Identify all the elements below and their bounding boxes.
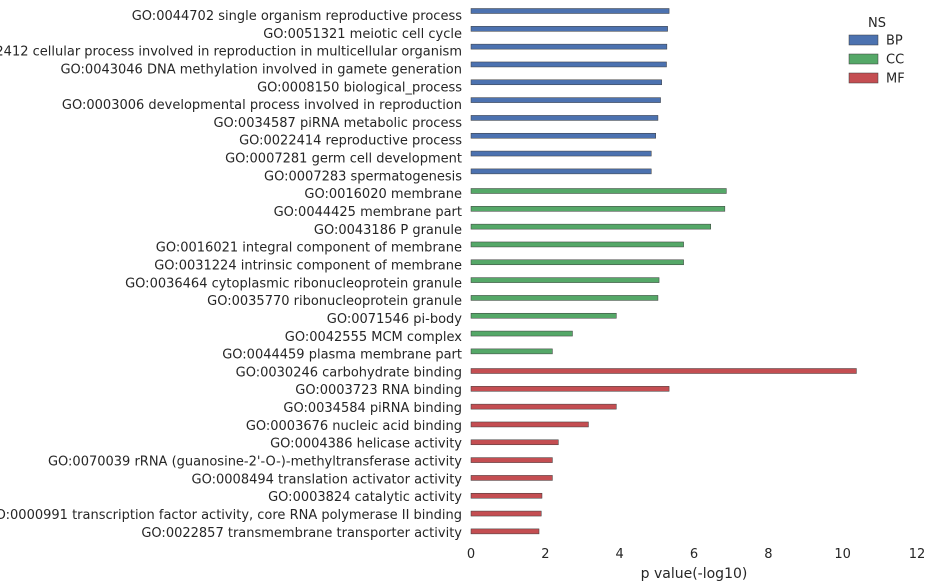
bar-mf — [470, 475, 553, 481]
y-tick-label: GO:0034584 piRNA binding — [283, 401, 462, 416]
bar-bp — [470, 150, 652, 157]
y-tick-label: GO:0003824 catalytic activity — [268, 490, 462, 505]
y-tick-label: GO:0044459 plasma membrane part — [222, 348, 462, 363]
y-tick-label: GO:0022412 cellular process involved in … — [0, 45, 462, 60]
bar-cc — [470, 206, 726, 212]
y-tick-label: GO:0003006 developmental process involve… — [62, 98, 462, 113]
legend-swatch-cc — [848, 53, 879, 65]
bar-bp — [470, 43, 668, 50]
x-tick-label: 10 — [834, 547, 851, 562]
y-tick-label: GO:0043186 P granule — [314, 223, 462, 238]
x-tick-label: 12 — [909, 547, 926, 562]
bar-mf — [470, 510, 542, 517]
y-tick-label: GO:0003723 RNA binding — [295, 383, 462, 398]
x-tick-labels: 0 2 4 6 8 10 12 — [467, 547, 925, 562]
bar-cc — [470, 277, 660, 283]
legend-label-mf: MF — [886, 72, 905, 87]
y-tick-label: GO:0008494 translation activator activit… — [192, 472, 463, 487]
y-tick-label: GO:0016020 membrane — [304, 187, 462, 202]
bar-bp — [470, 97, 661, 103]
y-tick-label: GO:0044425 membrane part — [274, 205, 462, 220]
y-tick-label: GO:0000991 transcription factor activity… — [0, 508, 462, 523]
bar-mf — [470, 368, 857, 374]
bar-mf — [470, 421, 589, 428]
y-tick-label: GO:0070039 rRNA (guanosine-2'-O-)-methyl… — [48, 455, 462, 470]
y-tick-label: GO:0007281 germ cell development — [225, 152, 462, 167]
bar-mf — [470, 528, 540, 535]
y-tick-label: GO:0043046 DNA methylation involved in g… — [60, 62, 462, 77]
bar-bp — [470, 168, 652, 175]
y-tick-label: GO:0034587 piRNA metabolic process — [213, 116, 462, 131]
bar-bp — [470, 115, 659, 121]
y-tick-label: GO:0022414 reproductive process — [239, 134, 462, 149]
y-tick-label: GO:0031224 intrinsic component of membra… — [154, 258, 462, 273]
bar-cc — [470, 223, 711, 230]
legend-swatch-mf — [848, 72, 879, 84]
x-tick-label: 0 — [467, 547, 475, 562]
bar-bp — [470, 132, 656, 139]
x-tick-label: 2 — [541, 547, 549, 562]
bar-cc — [470, 348, 553, 355]
x-tick-label: 8 — [764, 547, 772, 562]
y-tick-label: GO:0030246 carbohydrate binding — [236, 365, 462, 380]
y-tick-label: GO:0071546 pi-body — [327, 312, 462, 327]
y-tick-label: GO:0003676 nucleic acid binding — [246, 419, 462, 434]
bar-mf — [470, 403, 617, 410]
bar-mf — [470, 492, 543, 499]
x-tick-label: 4 — [616, 547, 624, 562]
bar-mf — [470, 386, 670, 392]
legend-swatch-bp — [848, 34, 879, 46]
legend-title: NS — [868, 16, 886, 31]
bar-bp — [470, 61, 667, 68]
y-tick-label: GO:0016021 integral component of membran… — [156, 241, 462, 256]
y-tick-label: GO:0044702 single organism reproductive … — [132, 9, 462, 24]
bars-layer — [470, 8, 857, 535]
bar-cc — [470, 295, 659, 301]
y-tick-label: GO:0008150 biological_process — [257, 80, 462, 95]
bar-cc — [470, 312, 617, 319]
bar-cc — [470, 241, 684, 248]
legend: NS BP CC MF — [848, 16, 905, 87]
y-tick-label: GO:0004386 helicase activity — [270, 437, 462, 452]
y-tick-label: GO:0051321 meiotic cell cycle — [263, 27, 462, 42]
y-tick-label: GO:0035770 ribonucleoprotein granule — [207, 294, 462, 309]
bar-bp — [470, 26, 668, 32]
bar-cc — [470, 188, 727, 194]
legend-label-cc: CC — [886, 53, 904, 68]
bar-mf — [470, 439, 559, 446]
bar-cc — [470, 330, 573, 337]
y-tick-label: GO:0022857 transmembrane transporter act… — [141, 526, 462, 541]
legend-entries: BP CC MF — [848, 34, 905, 87]
y-tick-label: GO:0007283 spermatogenesis — [264, 169, 462, 184]
x-tick-label: 6 — [690, 547, 698, 562]
bar-bp — [470, 8, 670, 14]
bar-cc — [470, 259, 684, 266]
bar-bp — [470, 79, 662, 86]
bar-mf — [470, 457, 553, 463]
y-tick-label: GO:0036464 cytoplasmic ribonucleoprotein… — [125, 276, 462, 291]
x-axis-label: p value(-log10) — [641, 566, 748, 582]
y-tick-label: GO:0042555 MCM complex — [285, 330, 463, 345]
legend-label-bp: BP — [886, 34, 903, 49]
y-tick-labels: GO:0044702 single organism reproductive … — [0, 9, 462, 541]
